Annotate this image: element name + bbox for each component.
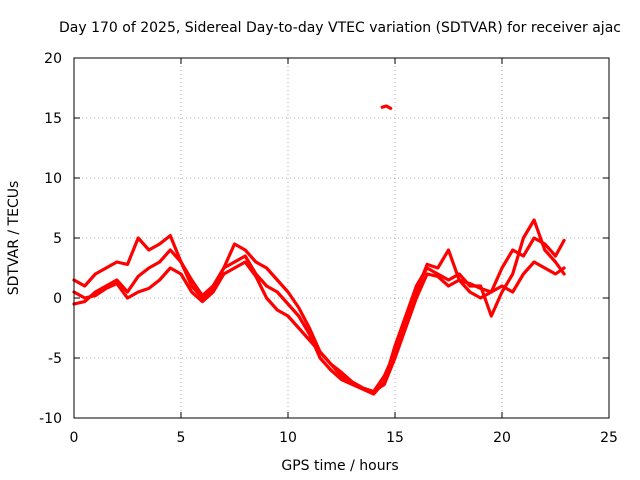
series-group xyxy=(72,104,566,396)
x-tick-label: 10 xyxy=(279,430,297,446)
x-tick-label: 0 xyxy=(70,430,79,446)
series-line-4 xyxy=(380,104,393,110)
x-tick-label: 20 xyxy=(493,430,511,446)
y-tick-label: -5 xyxy=(48,351,62,367)
y-tick-labels: -10 -5 0 5 10 15 20 xyxy=(39,51,62,427)
y-tick-label: 20 xyxy=(44,51,62,67)
x-tick-label: 25 xyxy=(600,430,618,446)
x-tick-label: 5 xyxy=(177,430,186,446)
y-tick-label: -10 xyxy=(39,411,62,427)
series-line-3 xyxy=(72,260,566,394)
y-tick-label: 15 xyxy=(44,111,62,127)
y-tick-label: 5 xyxy=(53,231,62,247)
x-axis-label: GPS time / hours xyxy=(281,458,398,474)
x-tick-labels: 0 5 10 15 20 25 xyxy=(70,430,618,446)
grid xyxy=(74,58,609,418)
y-tick-label: 0 xyxy=(53,291,62,307)
y-axis-label: SDTVAR / TECUs xyxy=(6,181,22,296)
x-tick-label: 15 xyxy=(386,430,404,446)
tick-marks xyxy=(73,57,610,419)
chart-title: Day 170 of 2025, Sidereal Day-to-day VTE… xyxy=(59,20,621,36)
y-tick-label: 10 xyxy=(44,171,62,187)
